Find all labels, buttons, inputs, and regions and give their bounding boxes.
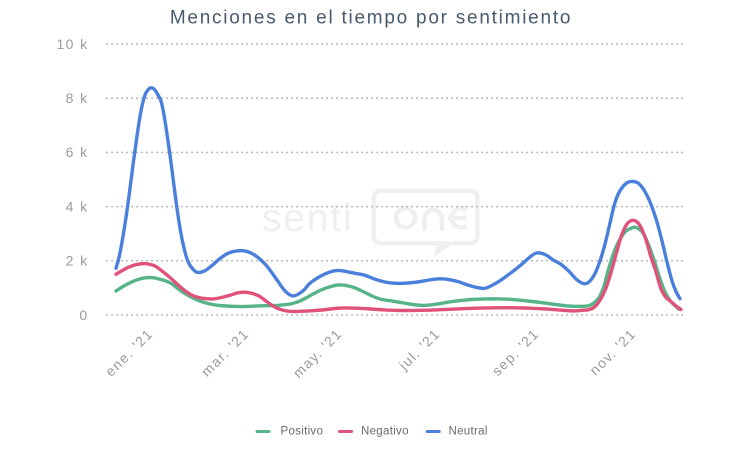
svg-text:Menciones en el tiempo por sen: Menciones en el tiempo por sentimiento [170, 8, 572, 29]
svg-text:ene. '21: ene. '21 [102, 325, 156, 379]
svg-text:10 k: 10 k [56, 36, 88, 52]
svg-text:2 k: 2 k [66, 253, 89, 269]
svg-text:Negativo: Negativo [361, 426, 409, 438]
svg-text:6 k: 6 k [66, 144, 89, 160]
svg-text:jul. '21: jul. '21 [395, 325, 443, 373]
svg-text:senti: senti [262, 197, 353, 240]
svg-text:may. '21: may. '21 [290, 325, 346, 381]
svg-text:nov. '21: nov. '21 [586, 325, 639, 378]
svg-text:mar. '21: mar. '21 [198, 325, 252, 379]
svg-text:Positivo: Positivo [281, 426, 324, 438]
svg-text:0: 0 [79, 307, 88, 323]
svg-text:sep. '21: sep. '21 [489, 325, 543, 379]
svg-text:8 k: 8 k [66, 90, 89, 106]
svg-text:4 k: 4 k [66, 198, 89, 214]
svg-text:Neutral: Neutral [449, 426, 488, 438]
